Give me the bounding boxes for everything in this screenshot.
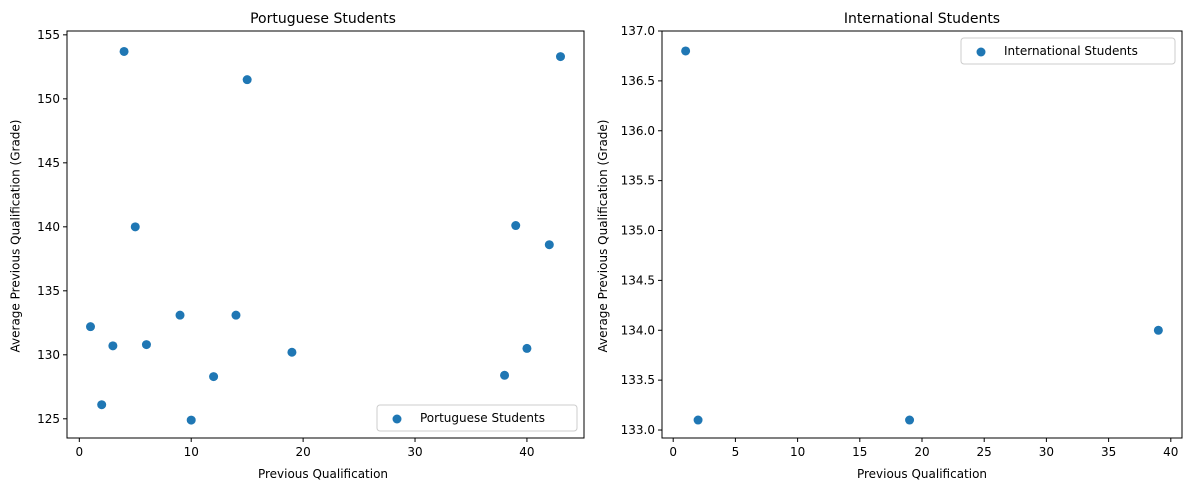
data-point: [186, 415, 196, 425]
legend-marker: [976, 47, 986, 57]
plot-area-frame: [661, 30, 1183, 439]
y-tick-label: 133.0: [621, 423, 655, 437]
data-point: [242, 75, 252, 85]
y-tick-label: 150: [37, 92, 60, 106]
y-tick-label: 135: [37, 284, 60, 298]
data-point: [231, 310, 241, 320]
data-point: [905, 415, 915, 425]
y-tick-label: 140: [37, 220, 60, 234]
data-point: [681, 46, 691, 56]
data-point: [693, 415, 703, 425]
data-point: [86, 322, 95, 332]
legend: Portuguese Students: [376, 404, 578, 432]
x-tick-label: 10: [184, 445, 199, 459]
y-tick-label: 130: [37, 348, 60, 362]
x-tick-label: 35: [1101, 445, 1116, 459]
data-point: [1153, 325, 1163, 335]
legend-label: Portuguese Students: [420, 411, 545, 425]
x-tick-label: 30: [1039, 445, 1054, 459]
y-tick-label: 134.5: [621, 273, 655, 287]
data-point: [119, 46, 129, 56]
data-point: [97, 400, 107, 410]
x-tick-label: 20: [914, 445, 929, 459]
chart-title: Portuguese Students: [250, 11, 396, 27]
y-tick-label: 135.0: [621, 224, 655, 238]
data-point: [500, 370, 510, 380]
chart-portuguese-students: Portuguese Students Previous Qualificati…: [9, 11, 585, 481]
data-point: [544, 240, 554, 250]
y-tick-label: 135.5: [621, 174, 655, 188]
x-tick-label: 5: [732, 445, 740, 459]
chart-title: International Students: [844, 11, 1000, 27]
x-tick-label: 40: [1163, 445, 1178, 459]
x-axis-label: Previous Qualification: [857, 467, 987, 481]
y-tick-label: 134.0: [621, 323, 655, 337]
legend-box: [960, 37, 1176, 65]
y-tick-label: 133.5: [621, 373, 655, 387]
legend-marker: [392, 414, 402, 424]
y-tick-label: 137.0: [621, 24, 655, 38]
data-point: [108, 341, 118, 351]
x-tick-label: 25: [977, 445, 992, 459]
data-point: [141, 340, 151, 350]
y-tick-label: 155: [37, 28, 60, 42]
y-axis-label: Average Previous Qualification (Grade): [596, 120, 610, 353]
data-point: [287, 347, 297, 357]
legend-box: [376, 404, 578, 432]
chart-international-students: International Students Previous Qualific…: [596, 11, 1183, 481]
legend-label: International Students: [1004, 44, 1138, 58]
y-tick-label: 136.5: [621, 74, 655, 88]
data-point: [130, 222, 140, 232]
x-tick-label: 20: [295, 445, 310, 459]
x-tick-label: 40: [519, 445, 534, 459]
data-point: [556, 52, 565, 62]
x-tick-label: 15: [852, 445, 867, 459]
data-point: [209, 372, 219, 382]
data-point: [522, 343, 532, 353]
data-point: [175, 310, 185, 320]
x-axis-label: Previous Qualification: [258, 467, 388, 481]
x-tick-label: 0: [669, 445, 677, 459]
legend: International Students: [960, 37, 1176, 65]
y-tick-label: 136.0: [621, 124, 655, 138]
y-tick-label: 125: [37, 412, 60, 426]
x-tick-label: 0: [75, 445, 83, 459]
data-point: [511, 221, 521, 231]
plot-area-frame: [66, 30, 585, 439]
y-tick-label: 145: [37, 156, 60, 170]
y-axis-label: Average Previous Qualification (Grade): [9, 120, 23, 353]
x-tick-label: 30: [407, 445, 422, 459]
x-tick-label: 10: [790, 445, 805, 459]
